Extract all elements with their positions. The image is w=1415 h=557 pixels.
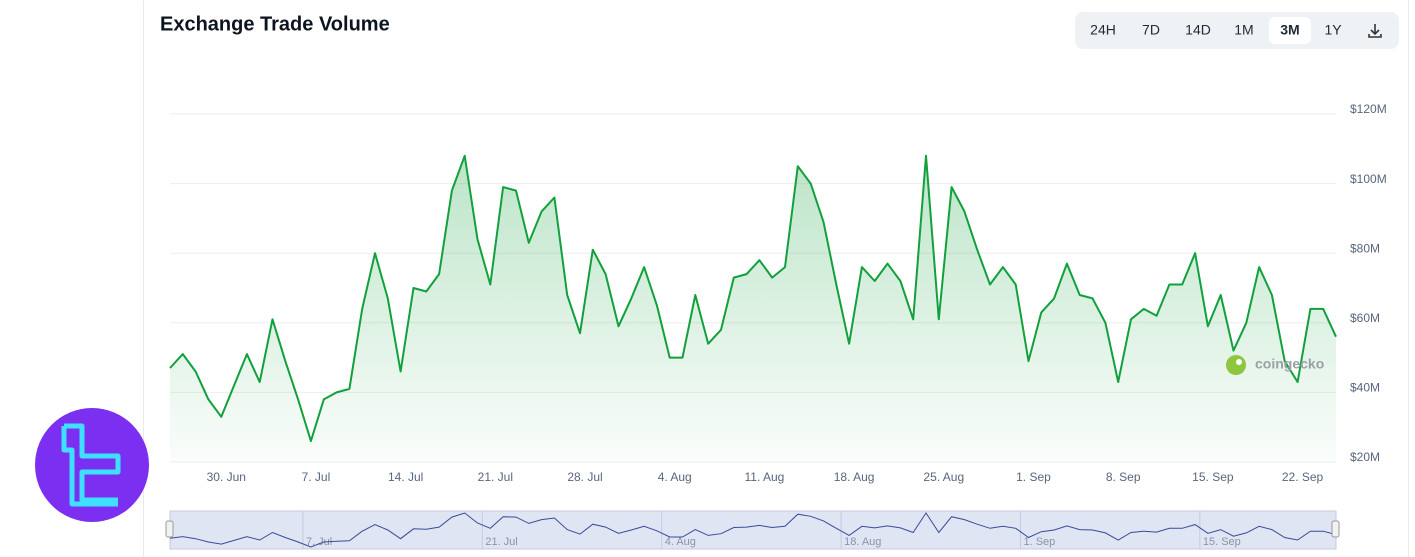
watermark-eye xyxy=(1236,359,1242,365)
range-button[interactable]: 7D xyxy=(1142,22,1160,38)
x-tick-label: 4. Aug xyxy=(658,470,692,484)
area xyxy=(170,155,1336,463)
y-tick-label: $100M xyxy=(1350,172,1387,186)
navigator-label: 21. Jul xyxy=(485,536,517,548)
watermark-text: coingecko xyxy=(1255,356,1324,372)
range-button[interactable]: 3M xyxy=(1280,22,1299,38)
navigator-label: 1. Sep xyxy=(1023,536,1055,548)
range-button[interactable]: 14D xyxy=(1185,22,1211,38)
watermark-logo xyxy=(1226,355,1246,375)
range-bar xyxy=(1075,12,1399,49)
x-tick-label: 30. Jun xyxy=(207,470,246,484)
range-button[interactable]: 24H xyxy=(1090,22,1116,38)
navigator-label: 7. Jul xyxy=(306,536,332,548)
x-tick-label: 15. Sep xyxy=(1192,470,1234,484)
download-icon xyxy=(1368,24,1382,38)
range-button[interactable]: 1M xyxy=(1234,22,1253,38)
download-button[interactable] xyxy=(1368,24,1382,38)
x-tick-label: 21. Jul xyxy=(478,470,513,484)
line xyxy=(169,154,1337,443)
y-tick-label: $20M xyxy=(1350,450,1380,464)
x-tick-label: 8. Sep xyxy=(1106,470,1141,484)
y-tick-label: $120M xyxy=(1350,102,1387,116)
x-tick-label: 25. Aug xyxy=(923,470,964,484)
y-tick-label: $80M xyxy=(1350,241,1380,255)
x-tick-label: 14. Jul xyxy=(388,470,423,484)
navigator-handle-right[interactable] xyxy=(1331,520,1340,538)
navigator-label: 18. Aug xyxy=(844,536,881,548)
x-tick-label: 18. Aug xyxy=(834,470,875,484)
navigator-line xyxy=(169,512,1337,548)
chart-title: Exchange Trade Volume xyxy=(160,13,390,35)
site-logo xyxy=(35,408,149,522)
x-tick-label: 11. Aug xyxy=(744,470,784,484)
navigator-label: 4. Aug xyxy=(665,536,696,548)
y-tick-label: $60M xyxy=(1350,311,1380,325)
range-button-active[interactable] xyxy=(1269,17,1311,44)
x-tick-label: 7. Jul xyxy=(302,470,331,484)
navigator-handle-left[interactable] xyxy=(165,520,174,538)
watermark: coingecko xyxy=(1226,355,1324,375)
x-tick-label: 1. Sep xyxy=(1016,470,1051,484)
navigator[interactable] xyxy=(169,510,1337,550)
x-tick-label: 22. Sep xyxy=(1282,470,1324,484)
x-tick-label: 28. Jul xyxy=(567,470,602,484)
y-tick-label: $40M xyxy=(1350,381,1380,395)
logo-mark xyxy=(61,423,121,507)
navigator-label: 15. Sep xyxy=(1203,536,1241,548)
range-button[interactable]: 1Y xyxy=(1324,22,1342,38)
